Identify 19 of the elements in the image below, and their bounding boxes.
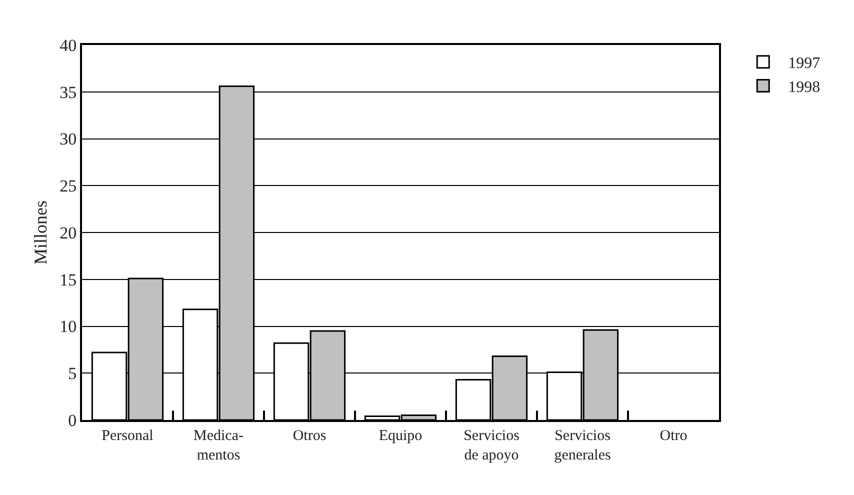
x-tick-label: Personal bbox=[102, 428, 154, 444]
y-tick-label: 10 bbox=[60, 317, 77, 336]
x-tick-label: Servicios de apoyo bbox=[464, 428, 520, 464]
x-tick-label: Medica- mentos bbox=[194, 428, 244, 464]
x-tick-label: Equipo bbox=[378, 428, 422, 444]
y-tick-label: 30 bbox=[60, 130, 77, 149]
y-tick-label: 20 bbox=[60, 223, 77, 242]
x-tick-label: Servicios generales bbox=[554, 428, 611, 464]
y-tick-label: 0 bbox=[68, 410, 77, 430]
y-tick-label: 25 bbox=[60, 176, 77, 196]
x-tick-label: Otro bbox=[660, 428, 688, 444]
x-tick-label: Otros bbox=[292, 428, 326, 444]
legend-label: 1997 bbox=[788, 55, 820, 72]
y-tick-label: 15 bbox=[60, 270, 77, 290]
y-tick-label: 40 bbox=[60, 36, 77, 55]
y-axis-title: Millones bbox=[30, 200, 50, 265]
y-tick-label: 5 bbox=[68, 364, 77, 384]
legend-label: 1998 bbox=[788, 78, 820, 96]
y-tick-label: 35 bbox=[60, 82, 77, 102]
